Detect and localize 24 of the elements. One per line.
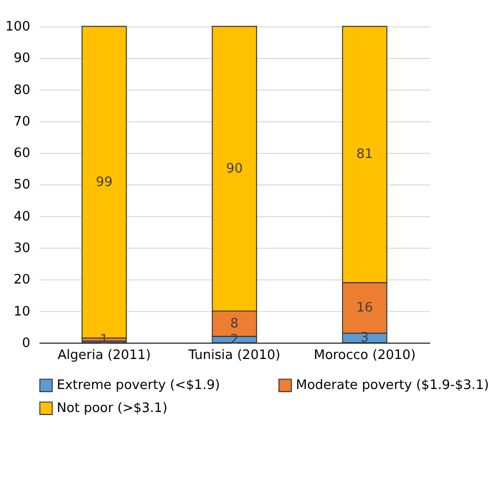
- y-tick-label: 80: [14, 82, 30, 98]
- x-tick-label: Morocco (2010): [314, 348, 416, 363]
- y-tick-label: 10: [14, 304, 30, 320]
- x-tick-label: Tunisia (2010): [187, 348, 280, 363]
- data-label: 3: [360, 330, 369, 346]
- legend-label: Not poor (>$3.1): [56, 401, 168, 416]
- data-label: 81: [356, 147, 373, 162]
- legend-label: Moderate poverty ($1.9-$3.1): [296, 378, 489, 394]
- legend-label: Extreme poverty (<$1.9): [56, 378, 220, 394]
- data-label: 99: [96, 174, 112, 190]
- y-tick-label: 90: [14, 51, 30, 66]
- y-tick-label: 100: [5, 20, 30, 35]
- data-label: 1: [100, 332, 108, 348]
- data-label: 16: [356, 300, 373, 316]
- y-tick-label: 40: [14, 209, 30, 224]
- data-label: 90: [226, 161, 243, 176]
- y-tick-label: 60: [14, 146, 30, 162]
- y-tick-label: 50: [14, 178, 30, 193]
- y-tick-label: 30: [14, 240, 30, 256]
- y-tick-label: 0: [22, 336, 30, 351]
- data-label: 8: [230, 316, 239, 332]
- y-tick-label: 20: [14, 272, 30, 288]
- x-tick-label: Algeria (2011): [58, 348, 151, 363]
- y-tick-label: 70: [14, 114, 30, 130]
